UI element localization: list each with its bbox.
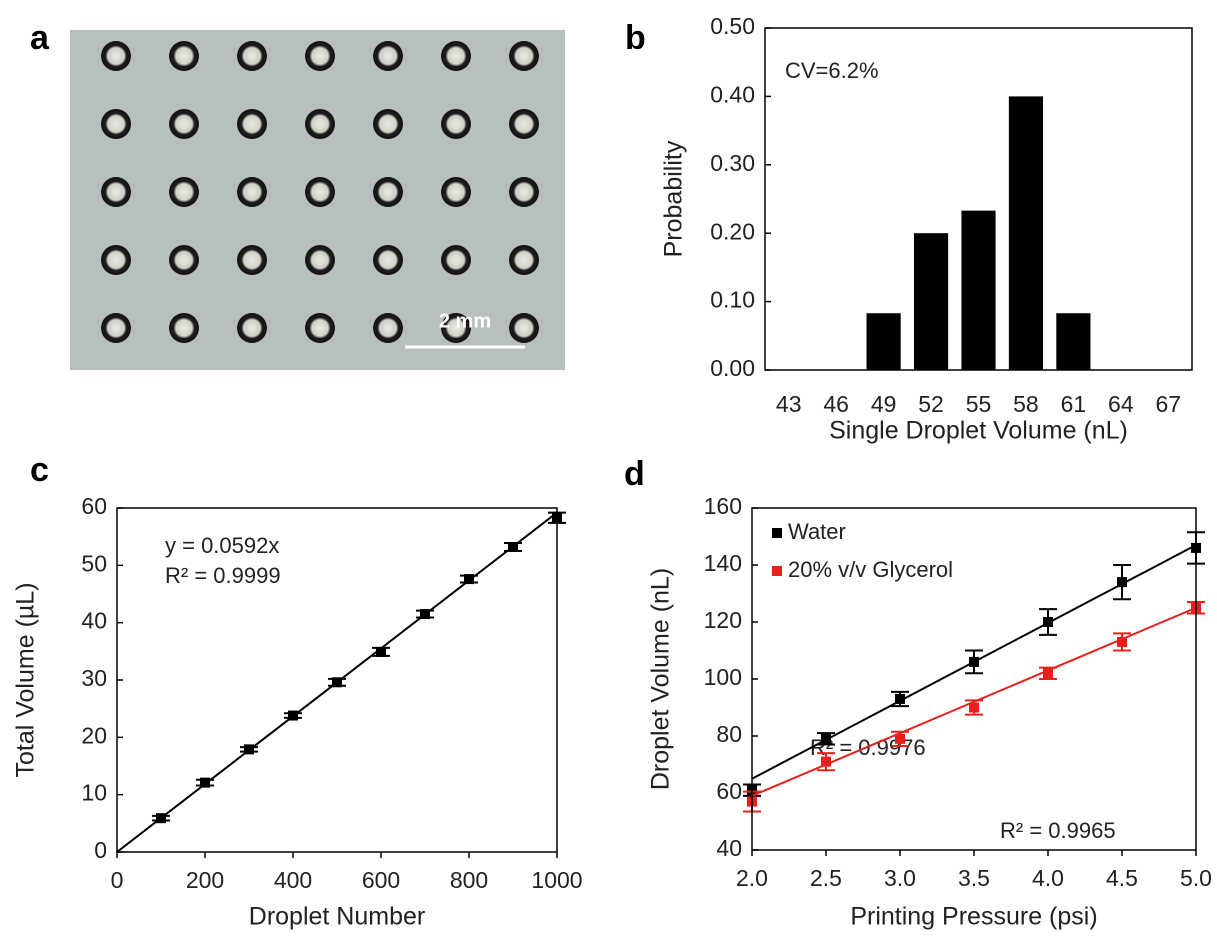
x-tick-label: 61 [1061, 391, 1087, 417]
y-tick-label: 40 [716, 835, 742, 861]
x-tick-label: 43 [776, 391, 802, 417]
y-tick-label: 160 [704, 493, 742, 519]
marker [420, 609, 430, 620]
marker [1117, 636, 1127, 647]
annotation: R² = 0.9999 [165, 563, 281, 588]
legend-swatch [772, 528, 782, 538]
y-tick-label: 60 [81, 493, 107, 519]
marker [376, 646, 386, 657]
bar [866, 313, 901, 370]
marker [821, 733, 831, 744]
x-tick-label: 600 [362, 867, 400, 893]
marker [895, 693, 905, 704]
y-tick-label: 10 [81, 780, 107, 806]
marker [332, 677, 342, 688]
y-tick-label: 0.30 [710, 150, 755, 176]
marker [200, 777, 210, 788]
x-tick-label: 58 [1013, 391, 1039, 417]
y-tick-label: 0 [94, 837, 107, 863]
scale-bar-label: 2 mm [439, 310, 491, 332]
marker [508, 541, 518, 552]
legend-label: Water [788, 519, 846, 544]
x-tick-label: 4.0 [1032, 865, 1064, 891]
marker [1043, 668, 1053, 679]
y-tick-label: 40 [81, 608, 107, 634]
plot-frame [116, 507, 558, 853]
y-tick-label: 20 [81, 722, 107, 748]
y-tick-label: 50 [81, 550, 107, 576]
y-tick-label: 120 [704, 607, 742, 633]
x-axis-title: Single Droplet Volume (nL) [829, 417, 1128, 445]
x-tick-label: 1000 [531, 867, 582, 893]
bar [961, 210, 996, 370]
x-axis-title: Droplet Number [249, 903, 425, 931]
marker [895, 733, 905, 744]
y-tick-label: 0.20 [710, 218, 755, 244]
x-tick-label: 49 [871, 391, 897, 417]
legend-label: 20% v/v Glycerol [788, 557, 953, 582]
marker [156, 813, 166, 824]
x-tick-label: 3.5 [958, 865, 990, 891]
marker [821, 756, 831, 767]
marker [1117, 577, 1127, 588]
panel-label: b [625, 19, 646, 57]
y-tick-label: 80 [716, 721, 742, 747]
y-tick-label: 0.10 [710, 287, 755, 313]
marker [969, 702, 979, 713]
x-tick-label: 64 [1108, 391, 1134, 417]
x-tick-label: 2.5 [810, 865, 842, 891]
annotation: CV=6.2% [785, 58, 879, 83]
y-tick-label: 60 [716, 778, 742, 804]
y-tick-label: 0.50 [710, 13, 755, 39]
x-tick-label: 4.5 [1106, 865, 1138, 891]
annotation: y = 0.0592x [165, 533, 279, 558]
bar [1056, 313, 1091, 370]
panel-label: d [624, 455, 645, 493]
marker [244, 744, 254, 755]
x-tick-label: 46 [823, 391, 849, 417]
plot-frame [751, 507, 1197, 851]
bar [913, 233, 949, 370]
annotation: R² = 0.9965 [1000, 818, 1116, 843]
y-axis-title: Total Volume (µL) [12, 582, 40, 777]
y-tick-label: 100 [704, 664, 742, 690]
x-tick-label: 5.0 [1180, 865, 1212, 891]
x-tick-label: 200 [186, 867, 224, 893]
marker [969, 656, 979, 667]
x-tick-label: 2.0 [736, 865, 768, 891]
plot-frame [764, 27, 1193, 371]
x-tick-label: 55 [966, 391, 992, 417]
panel-label: c [30, 451, 49, 489]
marker [464, 574, 474, 585]
marker [288, 710, 298, 721]
marker [1043, 617, 1053, 627]
y-axis-title: Probability [660, 140, 688, 257]
x-tick-label: 52 [918, 391, 944, 417]
bar [1008, 96, 1044, 371]
y-axis-title: Droplet Volume (nL) [647, 568, 675, 790]
y-tick-label: 0.00 [710, 355, 755, 381]
y-tick-label: 0.40 [710, 81, 755, 107]
x-tick-label: 400 [274, 867, 312, 893]
micrograph-panel: 2 mm a [30, 19, 565, 370]
y-tick-label: 30 [81, 665, 107, 691]
x-tick-label: 67 [1155, 391, 1181, 417]
panel-label: a [30, 19, 50, 57]
x-tick-label: 0 [111, 867, 124, 893]
x-axis-title: Printing Pressure (psi) [850, 903, 1097, 931]
y-tick-label: 140 [704, 550, 742, 576]
x-tick-label: 3.0 [884, 865, 916, 891]
droplet-array [80, 35, 560, 365]
legend-swatch [772, 566, 782, 576]
x-tick-label: 800 [450, 867, 488, 893]
